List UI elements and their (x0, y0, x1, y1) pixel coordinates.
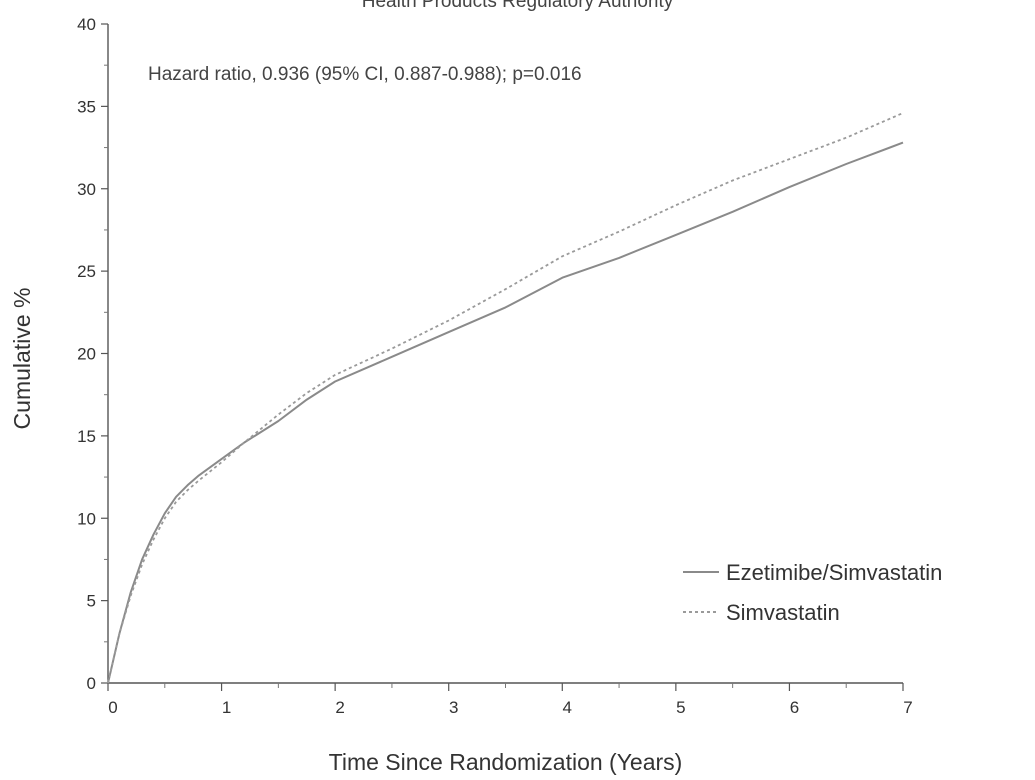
legend-label-ezetimibe-simvastatin: Ezetimibe/Simvastatin (726, 560, 942, 585)
x-tick-label: 0 (108, 698, 117, 717)
hazard-ratio-annotation: Hazard ratio, 0.936 (95% CI, 0.887-0.988… (148, 64, 582, 85)
legend: Ezetimibe/Simvastatin Simvastatin (683, 560, 942, 625)
y-tick-label: 35 (77, 97, 96, 116)
y-tick-label: 20 (77, 345, 96, 364)
page-header-text: Health Products Regulatory Authority (361, 0, 674, 12)
x-tick-label: 4 (563, 698, 572, 717)
x-tick-label: 3 (449, 698, 458, 717)
series-line-ezetimibe-simvastatin (107, 141, 904, 684)
x-tick-label: 1 (222, 698, 231, 717)
series-line-simvastatin (107, 112, 904, 684)
y-tick-label: 30 (77, 180, 96, 199)
x-tick-label: 2 (335, 698, 344, 717)
y-tick-label: 5 (87, 592, 96, 611)
y-tick-label: 40 (77, 15, 96, 34)
y-tick-label: 10 (77, 509, 96, 528)
y-tick-label: 25 (77, 262, 96, 281)
x-tick-label: 6 (790, 698, 799, 717)
y-axis-label: Cumulative % (9, 288, 35, 430)
y-tick-label: 15 (77, 427, 96, 446)
x-tick-label: 5 (676, 698, 685, 717)
x-tick-label: 7 (903, 698, 912, 717)
legend-label-simvastatin: Simvastatin (726, 600, 840, 625)
y-tick-label: 0 (87, 674, 96, 693)
x-axis-label: Time Since Randomization (Years) (329, 749, 683, 775)
